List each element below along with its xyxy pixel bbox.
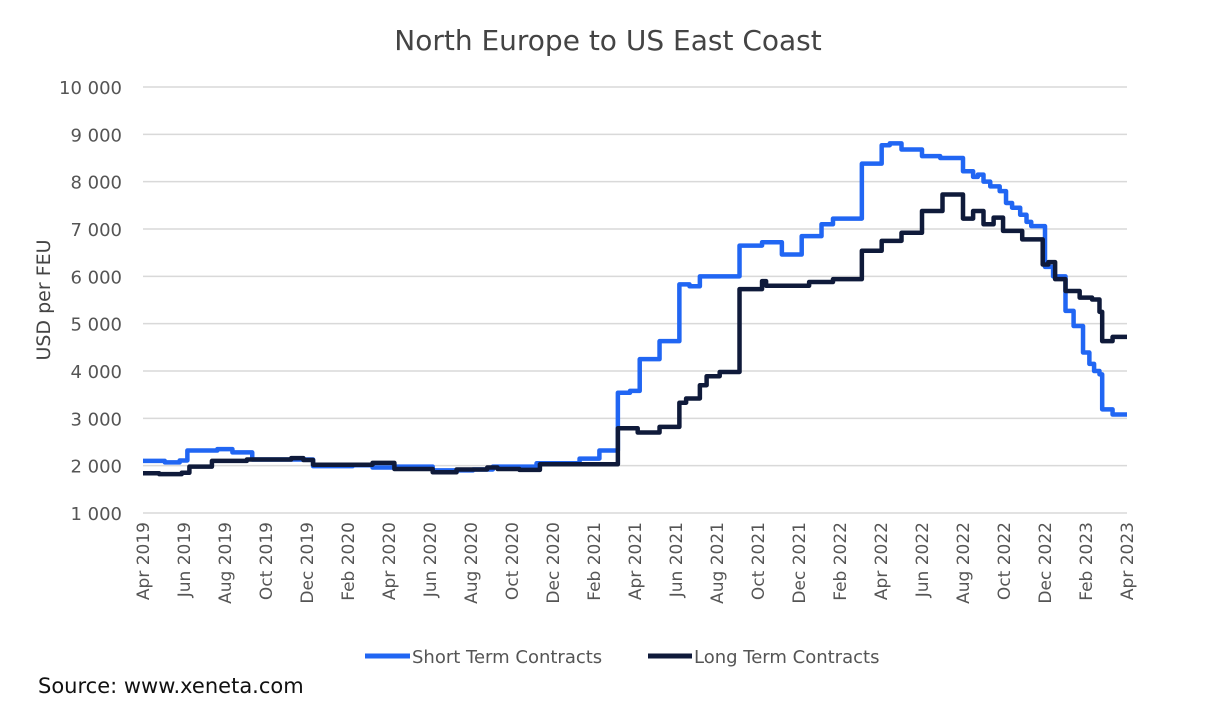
x-tick-label: Jun 2022 (913, 522, 933, 598)
y-axis-ticks: 1 000 2 000 3 000 4 000 5 000 6 000 7 000 8 000… (59, 78, 122, 525)
legend: Short Term Contracts Long Term Contracts (365, 647, 879, 668)
x-tick-label: Oct 2020 (503, 522, 523, 600)
x-tick-label: Aug 2020 (462, 522, 482, 604)
x-tick-label: Dec 2021 (790, 522, 810, 604)
series-line-long-term (143, 192, 1127, 477)
x-tick-label: Oct 2022 (995, 522, 1015, 600)
x-tick-label: Dec 2019 (298, 522, 318, 604)
y-tick-label: 10 000 (59, 78, 122, 99)
x-tick-label: Dec 2022 (1036, 522, 1056, 604)
x-tick-label: Feb 2022 (831, 522, 851, 601)
y-tick-label: 3 000 (70, 409, 122, 430)
y-tick-label: 7 000 (70, 220, 122, 241)
x-tick-label: Jun 2021 (667, 522, 687, 598)
gridlines (143, 86, 1127, 514)
x-tick-label: Aug 2022 (954, 522, 974, 604)
y-tick-label: 1 000 (70, 504, 122, 525)
x-tick-label: Aug 2021 (708, 522, 728, 604)
source-note: Source: www.xeneta.com (38, 674, 304, 698)
chart-title: North Europe to US East Coast (394, 24, 822, 57)
x-tick-label: Feb 2021 (585, 522, 605, 601)
y-tick-label: 6 000 (70, 267, 122, 288)
series-lines (143, 141, 1127, 477)
x-tick-label: Oct 2019 (257, 522, 277, 600)
x-tick-label: Aug 2019 (216, 522, 236, 604)
y-axis-label: USD per FEU (33, 239, 55, 360)
x-tick-label: Apr 2023 (1118, 522, 1138, 600)
y-tick-label: 4 000 (70, 362, 122, 383)
series-line-short-term (143, 141, 1127, 473)
x-tick-label: Dec 2020 (544, 522, 564, 604)
legend-label-short-term: Short Term Contracts (412, 647, 602, 668)
y-tick-label: 5 000 (70, 315, 122, 336)
x-tick-label: Apr 2022 (872, 522, 892, 600)
x-tick-label: Apr 2020 (380, 522, 400, 600)
y-tick-label: 8 000 (70, 173, 122, 194)
y-tick-label: 9 000 (70, 125, 122, 146)
y-tick-label: 2 000 (70, 457, 122, 478)
x-tick-label: Feb 2023 (1077, 522, 1097, 601)
legend-label-long-term: Long Term Contracts (694, 647, 879, 668)
x-tick-label: Apr 2021 (626, 522, 646, 600)
x-tick-label: Apr 2019 (134, 522, 154, 600)
x-tick-label: Jun 2019 (175, 522, 195, 598)
x-axis-ticks: Apr 2019 Jun 2019 Aug 2019 Oct 2019 Dec 2019… (134, 522, 1138, 604)
x-tick-label: Oct 2021 (749, 522, 769, 600)
x-tick-label: Feb 2020 (339, 522, 359, 601)
x-tick-label: Jun 2020 (421, 522, 441, 598)
